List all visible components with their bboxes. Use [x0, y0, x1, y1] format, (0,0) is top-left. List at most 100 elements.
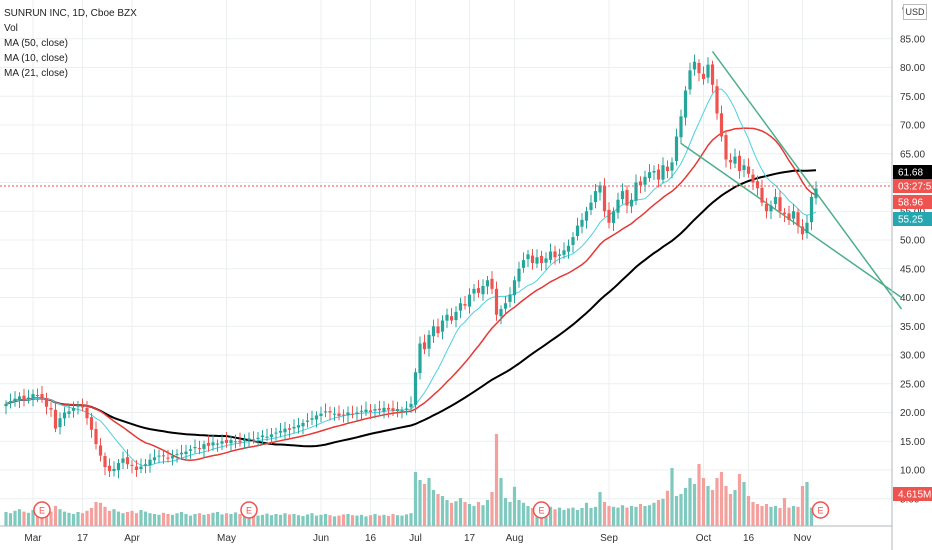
volume-bar: [629, 506, 634, 526]
legend-volume[interactable]: Vol: [4, 23, 18, 34]
volume-bar: [670, 468, 674, 526]
candle-body: [616, 199, 620, 213]
candle-body: [121, 458, 125, 463]
price-axis-label: 35.00: [900, 322, 925, 333]
candle-body: [773, 196, 778, 205]
legend-ma21[interactable]: MA (21, close): [4, 68, 68, 79]
volume-bar: [184, 514, 188, 526]
volume-bar: [557, 507, 562, 526]
volume-bar: [233, 512, 238, 526]
candle-body: [692, 61, 697, 70]
candle-body: [269, 434, 274, 437]
earnings-marker-icon[interactable]: [33, 501, 51, 519]
candle-body: [71, 407, 76, 411]
candle-body: [22, 395, 26, 400]
earnings-marker-icon[interactable]: [532, 501, 551, 519]
candle-body: [260, 435, 265, 438]
candle-body: [710, 64, 715, 85]
volume-bar: [719, 472, 724, 526]
candle-body: [436, 326, 440, 334]
legend-ma50[interactable]: MA (50, close): [4, 38, 68, 49]
time-axis-label: Sep: [600, 533, 618, 544]
volume-bar: [710, 490, 715, 526]
candle-body: [796, 212, 800, 226]
volume-bar: [76, 512, 80, 526]
candle-body: [467, 294, 472, 307]
volume-bar: [751, 502, 755, 526]
price-tag: [893, 487, 932, 501]
ma50-line: [5, 169, 817, 448]
volume-bar: [638, 504, 643, 526]
candle-body: [62, 412, 67, 419]
candle-body: [643, 176, 647, 185]
volume-bar: [490, 492, 494, 526]
volume-bar: [269, 515, 274, 526]
candle-body: [602, 185, 607, 212]
candle-body: [508, 294, 512, 302]
volume-bars: [4, 434, 814, 526]
legend-ma10[interactable]: MA (10, close): [4, 53, 68, 64]
candle-body: [697, 62, 701, 74]
candle-body: [373, 409, 377, 411]
earnings-marker-label: E: [817, 506, 823, 516]
volume-bar: [773, 506, 778, 526]
candle-body: [31, 394, 35, 399]
candle-body: [656, 169, 661, 180]
time-axis-label: Apr: [124, 533, 140, 544]
volume-bar: [409, 513, 413, 526]
price-tag-label: 03:27:55: [898, 182, 932, 193]
candle-body: [454, 311, 458, 321]
volume-bar: [481, 505, 485, 526]
price-axis-label: 10.00: [900, 466, 925, 477]
volume-bar: [71, 514, 76, 526]
candle-body: [404, 408, 409, 410]
candle-body: [760, 187, 764, 203]
volume-bar: [134, 513, 139, 526]
volume-bar: [760, 506, 764, 526]
candle-body: [589, 202, 593, 210]
candle-body: [485, 280, 490, 287]
trendline-lower[interactable]: [680, 142, 902, 299]
volume-bar: [503, 498, 508, 526]
candle-body: [314, 415, 319, 420]
candle-body: [310, 418, 314, 420]
volume-bar: [121, 513, 125, 526]
legend-symbol[interactable]: SUNRUN INC, 1D, Cboe BZX: [4, 8, 137, 19]
trendline-upper[interactable]: [711, 50, 903, 310]
volume-bar: [211, 512, 215, 526]
candle-body: [13, 398, 17, 402]
candle-body: [94, 428, 98, 445]
candle-body: [256, 437, 260, 439]
volume-bar: [391, 514, 395, 526]
candle-body: [278, 430, 283, 433]
candle-body: [8, 401, 13, 403]
volume-bar: [193, 514, 197, 526]
candle-body: [193, 447, 197, 449]
candle-body: [494, 288, 499, 315]
candle-body: [733, 156, 737, 164]
candle-body: [814, 188, 818, 199]
volume-bar: [382, 514, 386, 526]
currency-button[interactable]: USD: [903, 4, 927, 20]
volume-bar: [188, 515, 193, 526]
volume-bar: [265, 513, 269, 526]
candle-body: [503, 303, 508, 309]
earnings-marker-icon[interactable]: [240, 501, 258, 519]
earnings-marker-icon[interactable]: [811, 501, 830, 519]
volume-bar: [148, 513, 152, 526]
candle-body: [580, 219, 584, 227]
candle-body: [161, 455, 166, 457]
candle-body: [355, 412, 359, 414]
time-axis-label: Nov: [794, 533, 812, 544]
candle-body: [593, 191, 598, 203]
candle-body: [53, 409, 58, 429]
volume-bar: [386, 516, 391, 526]
volume-bar: [656, 500, 661, 526]
volume-bar: [418, 480, 422, 526]
volume-bar: [548, 506, 553, 526]
volume-bar: [602, 502, 607, 526]
volume-bar: [413, 472, 418, 526]
candle-body: [418, 343, 422, 374]
candle-body: [350, 413, 355, 415]
